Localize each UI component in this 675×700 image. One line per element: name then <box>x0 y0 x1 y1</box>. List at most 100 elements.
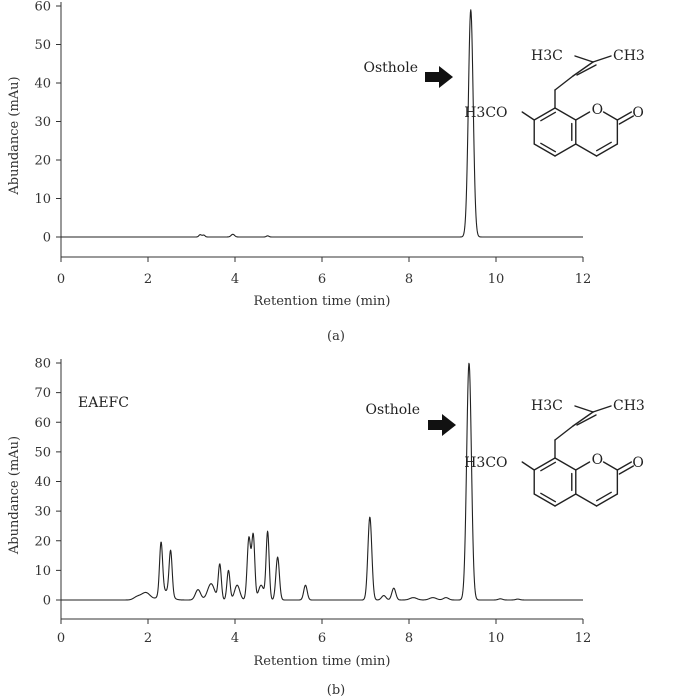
y-tick-label: 30 <box>34 505 51 520</box>
x-tick-label: 2 <box>144 631 152 646</box>
x-tick-label: 8 <box>405 631 413 646</box>
y-tick-label: 20 <box>34 154 51 169</box>
bond <box>533 107 556 121</box>
x-tick-label: 4 <box>231 272 239 287</box>
x-tick-label: 2 <box>144 272 152 287</box>
y-tick-label: 0 <box>43 231 51 246</box>
methoxy-label: H3CO <box>464 455 507 471</box>
x-tick-label: 0 <box>57 631 65 646</box>
y-tick-label: 40 <box>34 475 51 490</box>
panel-a-arrow-icon <box>425 66 453 88</box>
chart-panel-b: 0 2 4 6 8 10 12 0 10 20 30 40 50 60 70 80 Retention tim… <box>7 357 645 670</box>
methyl-right-label: CH3 <box>613 48 645 64</box>
bond <box>533 493 556 507</box>
x-tick-label: 12 <box>575 272 592 287</box>
bond <box>554 143 577 157</box>
panel-a-axes <box>60 2 583 258</box>
bond <box>554 457 577 471</box>
panel-b-arrow-icon <box>428 414 456 436</box>
bond <box>521 111 535 121</box>
panel-b-x-axis-label: Retention time (min) <box>253 654 390 669</box>
bond <box>595 143 619 157</box>
bond <box>554 107 577 121</box>
bond <box>616 111 633 121</box>
bond <box>575 493 598 507</box>
panel-a-osthole-label: Osthole <box>364 60 419 76</box>
panel-b-sample-label: EAEFC <box>78 395 129 411</box>
bond <box>554 493 577 507</box>
panel-a-chromatogram-line <box>60 9 584 238</box>
bond <box>592 55 612 63</box>
ring-oxygen-label: O <box>592 102 603 118</box>
bond <box>602 111 619 121</box>
bond <box>616 461 633 471</box>
carbonyl-oxygen-label: O <box>632 105 643 121</box>
methyl-left-label: H3C <box>531 398 563 414</box>
panel-b-ticks: 0 2 4 6 8 10 12 0 10 20 30 40 50 60 70 80 <box>34 357 591 647</box>
x-tick-label: 10 <box>488 631 505 646</box>
double-bond <box>540 111 557 122</box>
methoxy-label: H3CO <box>464 105 507 121</box>
alkene-double-bond <box>576 64 597 76</box>
bond <box>533 143 556 157</box>
x-tick-label: 10 <box>488 272 505 287</box>
bond <box>592 405 612 413</box>
panel-b-y-axis-label: Abundance (mAu) <box>7 436 22 555</box>
y-tick-label: 20 <box>34 534 51 549</box>
panel-b-osthole-label: Osthole <box>366 402 421 418</box>
bond <box>521 461 535 471</box>
x-tick-label: 0 <box>57 272 65 287</box>
y-tick-label: 70 <box>34 386 51 401</box>
x-tick-label: 8 <box>405 272 413 287</box>
bond <box>572 61 594 77</box>
bond <box>575 461 591 471</box>
bond <box>575 143 598 157</box>
panel-a-y-axis-label: Abundance (mAu) <box>7 76 22 195</box>
double-bond <box>540 461 557 472</box>
panel-a-osthole-structure: O O H3CO H3C CH3 <box>464 48 645 157</box>
double-bond <box>540 492 557 503</box>
x-tick-label: 6 <box>318 272 326 287</box>
y-tick-label: 10 <box>34 564 51 579</box>
double-bond <box>540 142 557 153</box>
carbonyl-oxygen-label: O <box>632 455 643 471</box>
y-tick-label: 30 <box>34 115 51 130</box>
double-bond <box>595 141 612 152</box>
bond <box>554 75 574 91</box>
y-tick-label: 40 <box>34 77 51 92</box>
bond <box>574 405 594 413</box>
carbonyl-double-bond <box>618 115 635 125</box>
methyl-left-label: H3C <box>531 48 563 64</box>
bond <box>575 111 591 121</box>
alkene-double-bond <box>576 414 597 426</box>
bond <box>554 425 574 441</box>
y-tick-label: 60 <box>34 0 51 15</box>
carbonyl-double-bond <box>618 465 635 475</box>
panel-b-chromatogram-line <box>60 362 584 601</box>
y-tick-label: 80 <box>34 357 51 372</box>
double-bond <box>595 491 612 502</box>
y-tick-label: 50 <box>34 38 51 53</box>
y-tick-label: 50 <box>34 445 51 460</box>
panel-b-osthole-structure: O O H3CO H3C CH3 <box>464 398 645 507</box>
bond <box>574 55 594 63</box>
x-tick-label: 12 <box>575 631 592 646</box>
panel-a-caption: (a) <box>327 329 345 344</box>
y-tick-label: 0 <box>43 594 51 609</box>
chart-panel-a: 0 2 4 6 8 10 12 0 10 20 30 40 50 60 Retention time (m… <box>7 0 645 309</box>
x-tick-label: 6 <box>318 631 326 646</box>
panel-b-caption: (b) <box>327 683 345 698</box>
ring-oxygen-label: O <box>592 452 603 468</box>
bond <box>533 457 556 471</box>
bond <box>602 461 619 471</box>
panel-b-axes <box>60 359 583 620</box>
y-tick-label: 10 <box>34 192 51 207</box>
panel-a-x-axis-label: Retention time (min) <box>253 294 390 309</box>
methyl-right-label: CH3 <box>613 398 645 414</box>
panel-a-ticks: 0 2 4 6 8 10 12 0 10 20 30 40 50 60 <box>34 0 591 287</box>
x-tick-label: 4 <box>231 631 239 646</box>
y-tick-label: 60 <box>34 416 51 431</box>
bond <box>595 493 619 507</box>
bond <box>572 411 594 427</box>
